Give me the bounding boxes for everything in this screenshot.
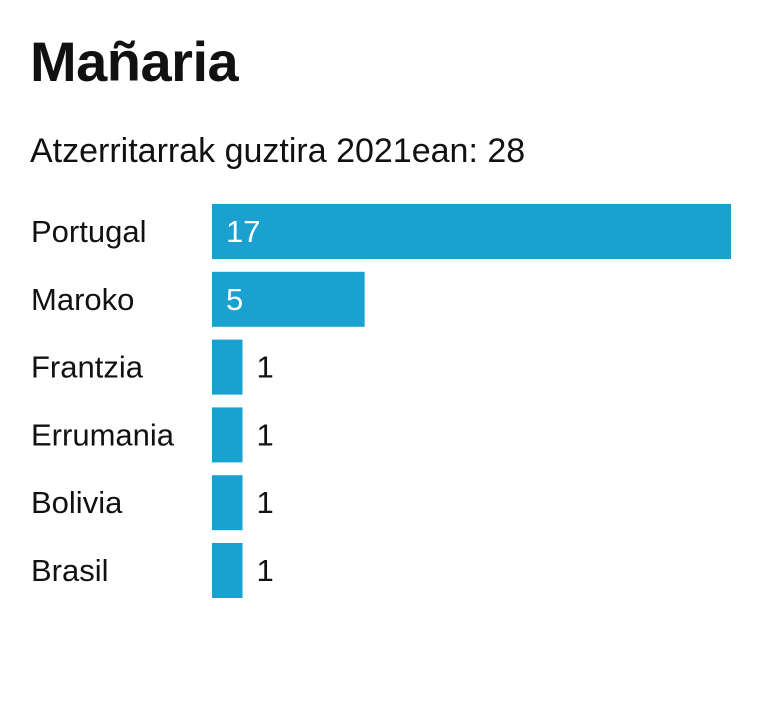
bar-row-brasil: Brasil 1 [31, 543, 274, 598]
category-label: Portugal [31, 214, 146, 249]
value-label: 1 [257, 417, 274, 452]
bar [212, 271, 365, 327]
page-title: Mañaria [30, 30, 239, 93]
value-label: 5 [226, 282, 243, 317]
bar [212, 204, 731, 259]
bar [212, 543, 243, 598]
value-label: 1 [257, 350, 274, 385]
value-label: 1 [257, 485, 274, 520]
category-label: Maroko [31, 282, 134, 317]
category-label: Frantzia [31, 350, 144, 385]
bar-row-errumania: Errumania 1 [31, 407, 274, 463]
bar-row-portugal: Portugal 17 [31, 204, 731, 259]
chart-subtitle: Atzerritarrak guztira 2021ean: 28 [30, 132, 526, 170]
value-label: 17 [226, 214, 260, 249]
bar-row-frantzia: Frantzia 1 [31, 339, 274, 395]
bar-row-maroko: Maroko 5 [31, 271, 365, 327]
value-label: 1 [257, 553, 274, 588]
category-label: Bolivia [31, 485, 123, 520]
category-label: Brasil [31, 553, 109, 588]
category-label: Errumania [31, 417, 175, 452]
bar-row-bolivia: Bolivia 1 [31, 475, 274, 531]
bar [212, 339, 243, 395]
bar [212, 407, 243, 463]
bar [212, 475, 243, 531]
